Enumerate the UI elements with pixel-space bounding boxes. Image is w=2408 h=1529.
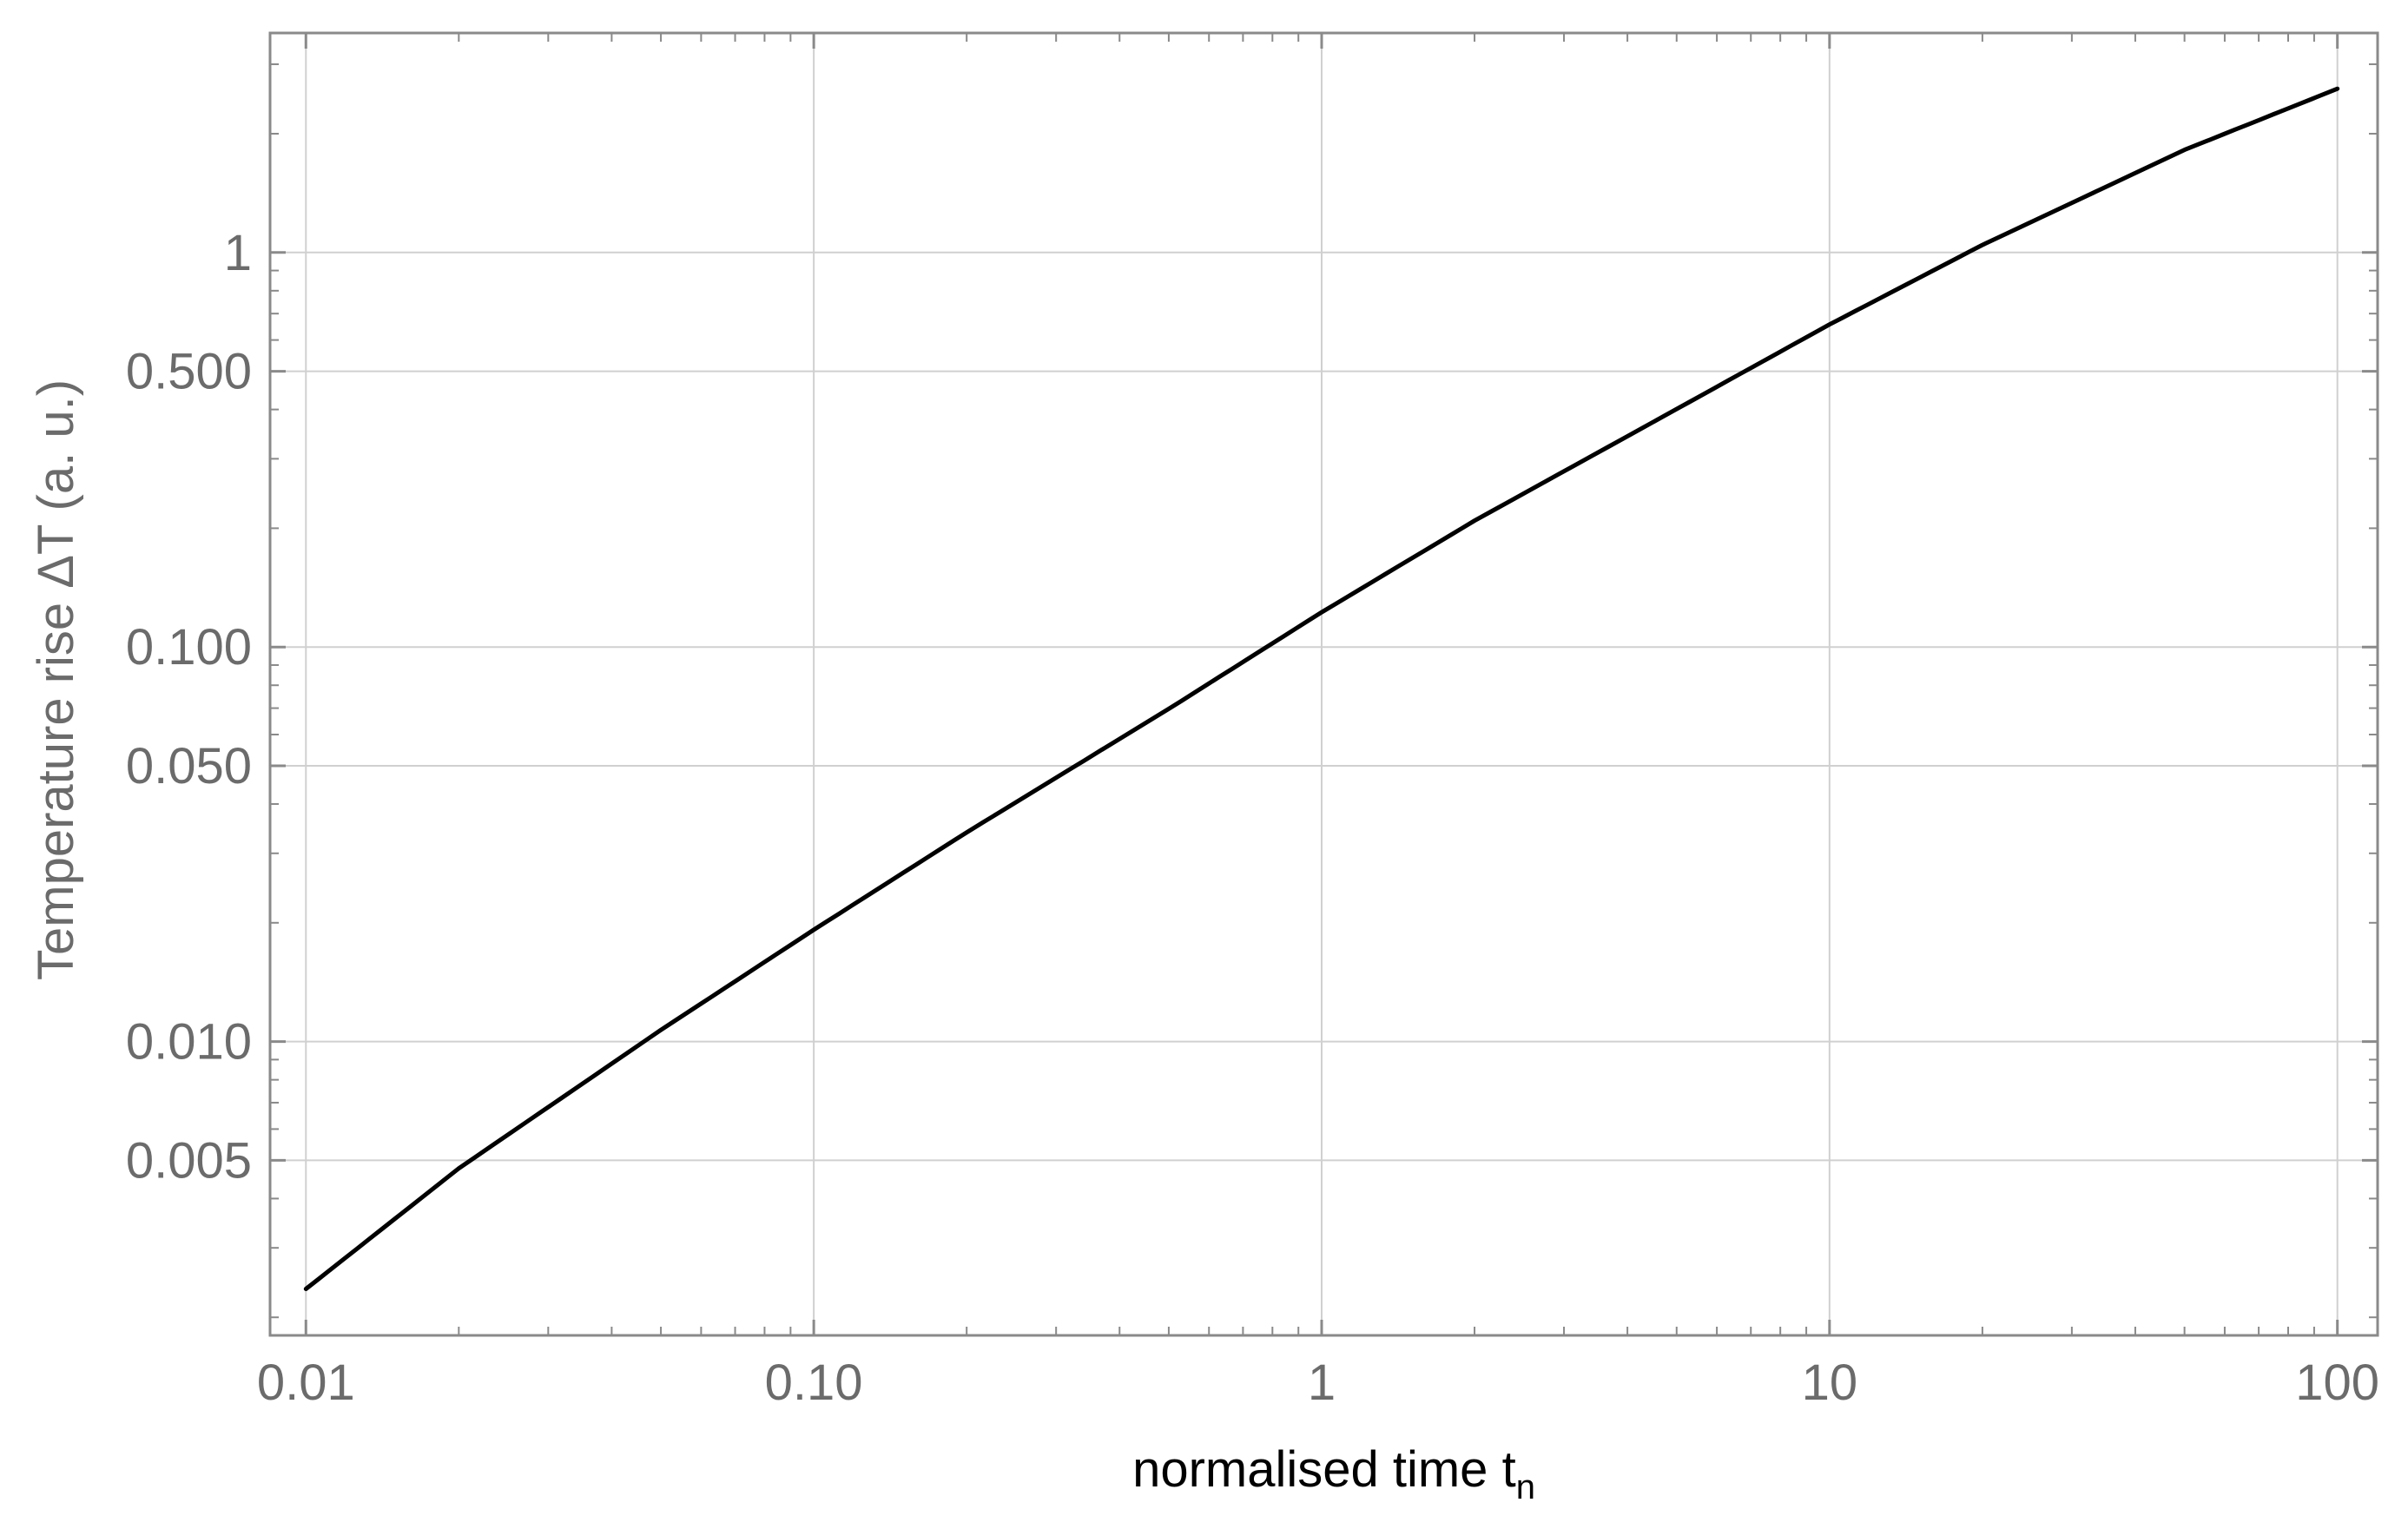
x-axis-title-subscript: n <box>1516 1468 1535 1506</box>
x-axis-title-symbol: t <box>1502 1441 1516 1498</box>
y-tick-label: 0.100 <box>126 619 252 676</box>
y-tick-label: 0.005 <box>126 1132 252 1189</box>
grid-lines <box>270 33 2378 1335</box>
x-tick-label: 100 <box>2295 1354 2379 1411</box>
x-tick-label: 0.10 <box>765 1354 863 1411</box>
y-tick-labels: 0.005 0.010 0.050 0.100 0.500 1 <box>126 225 252 1190</box>
x-tick-label: 0.01 <box>257 1354 355 1411</box>
x-axis-title: normalised time tn <box>1132 1441 1535 1506</box>
series-group <box>303 86 2340 1291</box>
series-line <box>303 86 2340 1291</box>
y-tick-label: 1 <box>224 225 252 281</box>
y-axis-title: Temperature rise ΔT (a. u.) <box>28 379 84 980</box>
x-tick-label: 1 <box>1308 1354 1336 1411</box>
y-tick-label: 0.050 <box>126 738 252 794</box>
plot-frame <box>268 31 2379 1337</box>
axis-ticks <box>270 33 2378 1335</box>
x-axis-title-text: normalised time <box>1132 1441 1488 1498</box>
x-tick-labels: 0.01 0.10 1 10 100 <box>257 1354 2379 1411</box>
y-tick-label: 0.010 <box>126 1014 252 1071</box>
x-tick-label: 10 <box>1802 1354 1858 1411</box>
y-tick-label: 0.500 <box>126 344 252 400</box>
